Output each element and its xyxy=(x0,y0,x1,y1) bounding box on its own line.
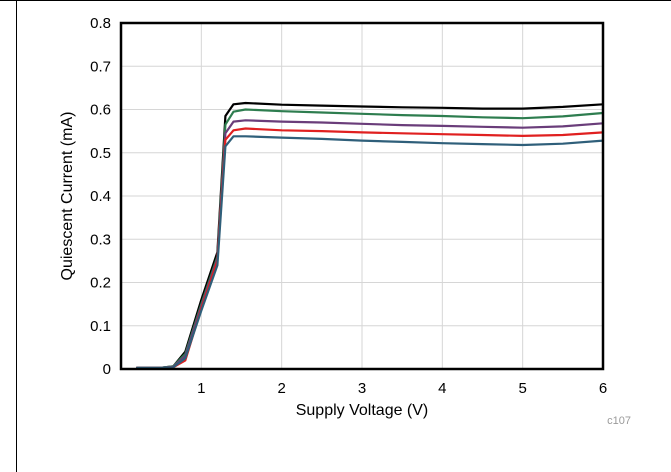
x-tick-label: 1 xyxy=(197,380,205,397)
x-axis-title: Supply Voltage (V) xyxy=(296,402,429,419)
frame-top-border xyxy=(0,0,671,1)
y-tick-label: 0.6 xyxy=(90,102,111,119)
series-line-4 xyxy=(136,127,605,369)
y-tick-label: 0.1 xyxy=(90,318,111,335)
y-tick-label: 0 xyxy=(103,361,111,378)
y-tick-label: 0.3 xyxy=(90,231,111,248)
y-tick-labels: 0 0.1 0.2 0.3 0.4 0.5 0.6 0.7 0.8 xyxy=(90,15,111,378)
x-tick-label: 2 xyxy=(277,380,285,397)
y-tick-label: 0.8 xyxy=(90,15,111,32)
x-tick-label: 4 xyxy=(438,380,446,397)
x-tick-label: 5 xyxy=(518,380,526,397)
figure-id-label: c107 xyxy=(607,415,631,427)
series-line-2 xyxy=(136,108,605,369)
series-group xyxy=(136,101,605,369)
y-tick-label: 0.5 xyxy=(90,145,111,162)
x-tick-label: 3 xyxy=(358,380,366,397)
x-tick-label: 6 xyxy=(599,380,607,397)
y-tick-label: 0.4 xyxy=(90,188,111,205)
series-line-1 xyxy=(136,101,605,369)
grid xyxy=(121,23,603,369)
plot-border xyxy=(119,21,605,371)
x-tick-labels: 1 2 3 4 5 6 xyxy=(197,380,607,397)
frame-left-border xyxy=(16,0,17,472)
y-tick-label: 0.2 xyxy=(90,275,111,292)
series-line-5 xyxy=(136,135,605,369)
series-line-3 xyxy=(136,119,605,369)
y-axis-title: Quiescent Current (mA) xyxy=(59,112,76,281)
y-tick-label: 0.7 xyxy=(90,58,111,75)
